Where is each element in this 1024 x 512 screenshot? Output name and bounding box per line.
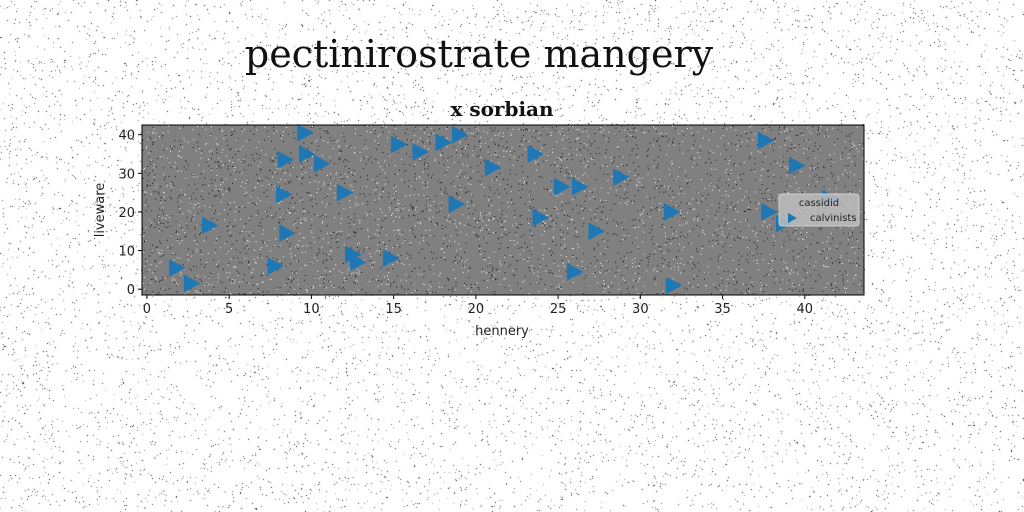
x-tick-label: 30 xyxy=(632,302,649,317)
data-point xyxy=(588,222,605,241)
x-tick-label: 40 xyxy=(797,302,814,317)
data-point xyxy=(567,262,584,281)
data-point xyxy=(532,208,550,227)
data-point xyxy=(451,125,469,144)
legend-label: calvinists xyxy=(810,213,857,224)
data-point xyxy=(382,249,400,268)
x-tick-label: 20 xyxy=(468,302,485,317)
plot-area xyxy=(142,125,864,295)
legend-box xyxy=(778,193,860,227)
data-point xyxy=(277,150,295,169)
data-point xyxy=(448,195,466,214)
data-point xyxy=(527,145,545,163)
x-tick-label: 10 xyxy=(303,302,320,317)
y-tick-label: 30 xyxy=(118,167,135,182)
data-point xyxy=(298,145,316,163)
data-point xyxy=(553,177,571,196)
data-point xyxy=(664,203,681,221)
x-axis-label: hennery xyxy=(475,324,529,339)
plot-frame xyxy=(141,124,865,296)
data-point xyxy=(391,135,408,154)
data-point xyxy=(313,154,331,173)
data-point xyxy=(201,216,219,235)
y-axis-label: liveware xyxy=(93,183,108,238)
x-tick-label: 25 xyxy=(550,302,567,317)
y-tick-label: 0 xyxy=(127,283,135,298)
data-point xyxy=(297,123,314,142)
x-tick-label: 0 xyxy=(143,302,151,317)
data-point xyxy=(336,183,354,202)
legend-marker xyxy=(788,213,797,223)
x-tick-label: 15 xyxy=(385,302,402,317)
data-point xyxy=(279,224,296,243)
x-tick-label: 5 xyxy=(225,302,233,317)
data-point xyxy=(412,143,430,161)
data-point xyxy=(757,131,775,150)
data-point xyxy=(267,257,285,275)
data-point xyxy=(484,158,502,177)
data-point xyxy=(665,276,683,295)
y-tick-label: 40 xyxy=(118,129,135,144)
y-tick-label: 10 xyxy=(118,245,135,260)
data-point xyxy=(613,168,630,186)
y-tick-label: 20 xyxy=(118,206,135,221)
legend-title: cassidid xyxy=(799,198,839,209)
data-point xyxy=(571,177,589,196)
data-point xyxy=(435,133,453,152)
data-point xyxy=(183,274,201,293)
data-point xyxy=(349,253,367,271)
data-point xyxy=(789,156,806,175)
page-title: pectinirostrate mangery xyxy=(244,32,714,76)
chart-title: x sorbian xyxy=(450,97,554,121)
data-point xyxy=(169,259,186,277)
data-point xyxy=(275,185,293,204)
x-tick-label: 35 xyxy=(714,302,731,317)
legend: cassidid calvinists xyxy=(778,193,860,227)
data-point xyxy=(761,203,778,221)
